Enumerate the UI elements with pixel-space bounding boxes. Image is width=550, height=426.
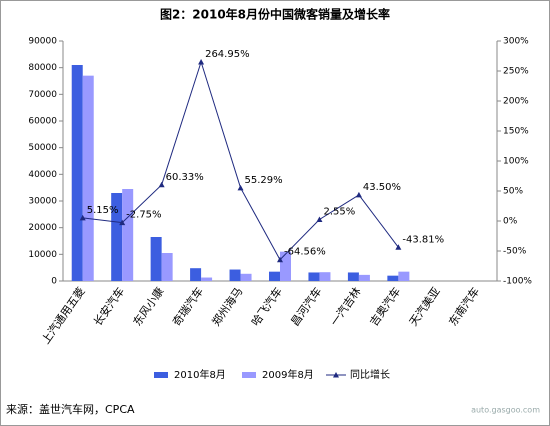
bar: [398, 271, 410, 281]
bar: [201, 277, 213, 281]
line-marker: [158, 181, 165, 188]
bar: [269, 271, 280, 281]
data-label: 264.95%: [205, 49, 250, 60]
y2-tick-label: -50%: [503, 247, 527, 257]
bar: [71, 65, 83, 281]
data-label: 55.29%: [245, 175, 283, 186]
y-tick-label: 90000: [28, 37, 57, 47]
data-label: -2.75%: [126, 210, 161, 221]
legend-label: 2009年8月: [262, 368, 314, 381]
y2-tick-label: 200%: [503, 97, 529, 107]
line-marker: [277, 256, 283, 263]
bar: [190, 268, 202, 281]
y-tick-label: 30000: [28, 197, 57, 207]
y-tick-label: 40000: [28, 170, 57, 180]
chart-title: 图2：2010年8月份中国微客销量及增长率: [160, 7, 390, 22]
bar: [387, 275, 399, 281]
bar: [240, 273, 252, 281]
y2-tick-label: 150%: [503, 127, 529, 137]
data-label: 43.50%: [363, 182, 401, 193]
y-tick-label: 80000: [28, 63, 57, 73]
line-marker: [119, 219, 126, 226]
y-tick-label: 60000: [28, 117, 57, 127]
bar: [347, 272, 359, 281]
bar: [308, 272, 320, 281]
data-label: -43.81%: [402, 234, 444, 245]
source: 来源：盖世汽车网，CPCA: [6, 402, 135, 416]
bar: [161, 253, 173, 281]
y2-tick-label: 250%: [503, 67, 529, 77]
line-marker: [198, 59, 205, 65]
bar: [358, 274, 370, 281]
legend-swatch: [333, 372, 339, 378]
data-label: 2.55%: [323, 206, 355, 217]
bar: [319, 272, 331, 281]
bar: [82, 75, 94, 282]
legend-label: 2010年8月: [174, 368, 226, 381]
y-tick-label: 10000: [28, 250, 57, 260]
y2-tick-label: 0%: [503, 217, 518, 227]
line-marker: [237, 184, 244, 191]
line-marker: [316, 216, 323, 222]
legend-swatch: [154, 372, 168, 378]
bar: [150, 237, 162, 281]
data-label: 5.15%: [87, 205, 119, 216]
y2-tick-label: 100%: [503, 157, 529, 167]
y-tick-label: 70000: [28, 90, 57, 100]
data-label: -64.56%: [284, 247, 326, 258]
legend-swatch: [242, 372, 256, 378]
y2-tick-label: -100%: [503, 277, 532, 287]
y2-tick-label: 50%: [503, 187, 523, 197]
data-label: 60.33%: [166, 172, 204, 183]
watermark: auto.gasgoo.com: [471, 406, 540, 415]
y-tick-label: 50000: [28, 143, 57, 153]
line-marker: [355, 191, 362, 198]
y-tick-label: 20000: [28, 223, 57, 233]
bar: [280, 251, 291, 281]
y-tick-label: 0: [51, 277, 57, 287]
y2-tick-label: 300%: [503, 37, 529, 47]
bar: [229, 269, 241, 281]
line-marker: [395, 244, 402, 250]
bar: [122, 189, 134, 281]
line-marker: [79, 214, 86, 221]
legend-label: 同比增长: [350, 368, 390, 381]
bar: [111, 193, 123, 281]
